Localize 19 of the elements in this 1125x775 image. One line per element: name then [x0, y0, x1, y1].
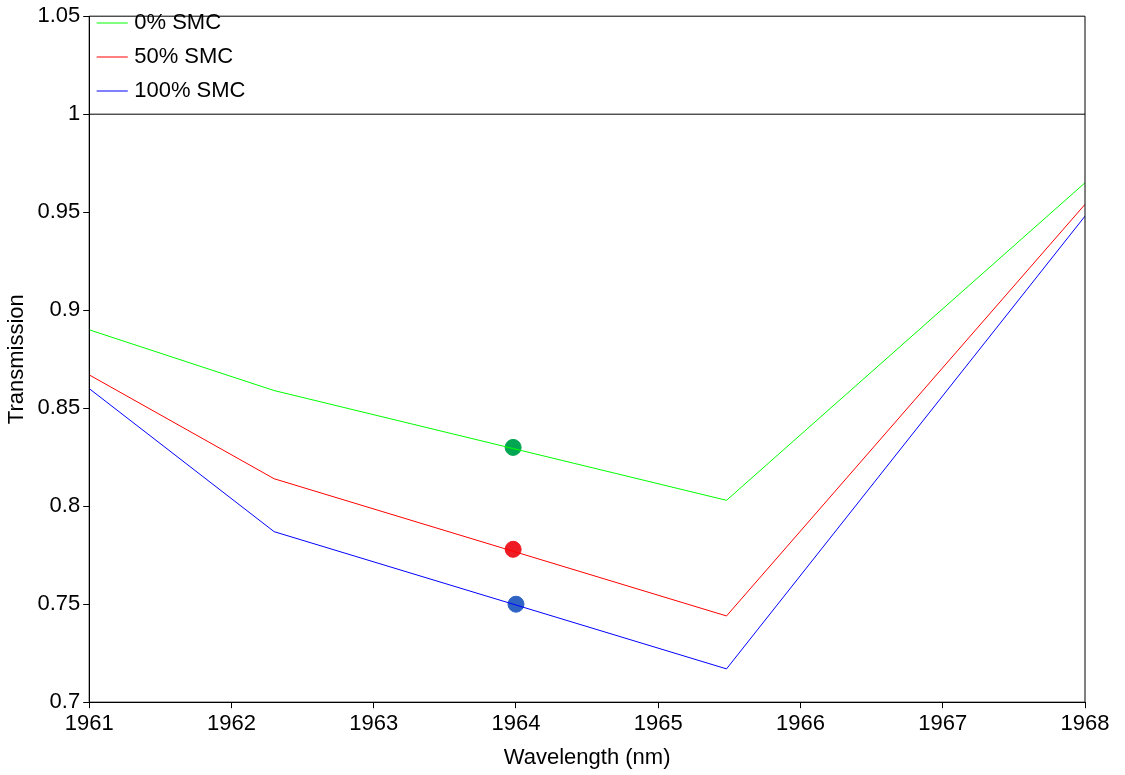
x-tick-label: 1967 [918, 710, 968, 736]
y-tick-label: 1.05 [37, 2, 81, 28]
legend-label: 100% SMC [134, 77, 246, 103]
legend-label: 0% SMC [134, 9, 222, 35]
x-tick-label: 1964 [491, 710, 541, 736]
y-tick-label: 0.85 [37, 394, 81, 420]
x-tick-label: 1962 [207, 710, 256, 736]
y-tick-label: 0.95 [37, 198, 81, 224]
x-axis-title: Wavelength (nm) [503, 743, 671, 769]
y-tick-label: 1 [67, 100, 81, 126]
y-axis-title: Transmission [3, 294, 29, 425]
y-tick-label: 0.9 [49, 296, 81, 322]
y-tick-label: 0.75 [37, 590, 81, 616]
y-tick-label: 0.8 [49, 492, 81, 518]
x-tick-label: 1966 [776, 710, 825, 736]
x-tick-label: 1965 [633, 710, 683, 736]
x-tick-label: 1968 [1060, 710, 1110, 736]
x-tick-label: 1963 [349, 710, 399, 736]
legend-label: 50% SMC [134, 43, 234, 69]
